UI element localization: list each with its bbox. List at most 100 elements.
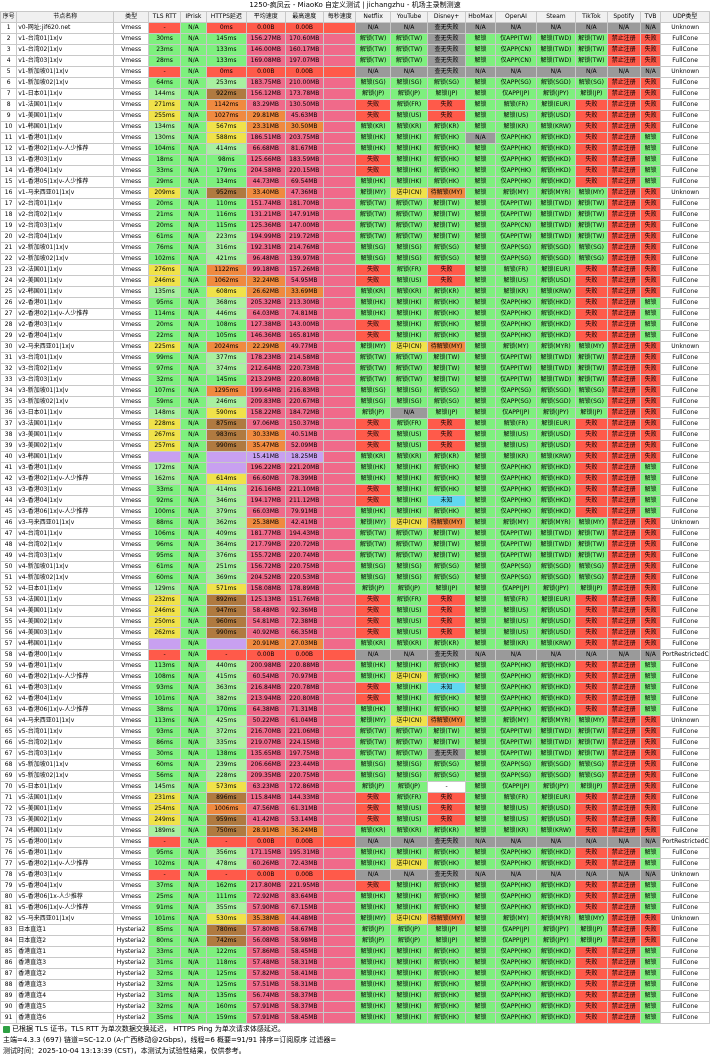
cell-index: 39 xyxy=(0,440,18,452)
cell-avg-speed: 158.22MB xyxy=(246,407,286,419)
cell-spotify: 禁止注册 xyxy=(606,539,641,551)
cell-steam: 解锁(TWD) xyxy=(535,220,577,232)
cell-tiktok: 解锁(SG) xyxy=(575,759,608,771)
cell-type: Vmess xyxy=(113,792,149,804)
cell-tiktok: 失败 xyxy=(575,484,608,496)
cell-tvb: 失败 xyxy=(639,638,662,650)
cell-avg-speed: 156.72MB xyxy=(246,561,286,573)
cell-avg-speed: 23.31MB xyxy=(246,121,286,133)
cell-node-name: v3-韩国01|1x|v xyxy=(16,451,115,463)
cell-iprisk: N/A xyxy=(180,396,207,408)
cell-index: 1 xyxy=(0,22,18,34)
cell-type: Vmess xyxy=(113,44,149,56)
cell-avg-speed: 131.21MB xyxy=(246,209,286,221)
cell-max-speed: 33.69MB xyxy=(284,286,325,298)
cell-tls-rtt: 144ms xyxy=(147,88,182,100)
cell-iprisk: N/A xyxy=(180,253,207,265)
cell-netflix: 失败 xyxy=(355,803,391,815)
cell-netflix: N/A xyxy=(355,66,391,78)
cell-iprisk: N/A xyxy=(180,88,207,100)
cell-udp-type: FullCone xyxy=(660,143,710,155)
cell-iprisk: N/A xyxy=(180,99,207,111)
cell-openai: 解锁(FR) xyxy=(495,264,537,276)
cell-avg-speed: 57.80MB xyxy=(246,924,286,936)
cell-tvb: 失败 xyxy=(639,748,662,760)
cell-youtube: 解锁(US) xyxy=(389,605,429,617)
cell-tls-rtt: 61ms xyxy=(147,231,182,243)
cell-tvb: 失败 xyxy=(639,286,662,298)
cell-max-speed: 58.41MB xyxy=(284,968,325,980)
cell-tls-rtt: - xyxy=(147,869,182,881)
cell-udp-type: FullCone xyxy=(660,1012,710,1024)
cell-tvb: 失败 xyxy=(639,99,662,111)
cell-index: 57 xyxy=(0,638,18,650)
cell-avg-speed: 35.47MB xyxy=(246,440,286,452)
cell-disney: 解锁(SG) xyxy=(427,561,466,573)
cell-tiktok: 解锁(MY) xyxy=(575,341,608,353)
cell-disney: 查无失败 xyxy=(427,22,466,34)
cell-youtube: 解锁(TW) xyxy=(389,44,429,56)
cell-spotify: 禁止注册 xyxy=(606,737,641,749)
cell-youtube: 解锁(TW) xyxy=(389,198,429,210)
cell-node-name: v3-台湾01|1x|v xyxy=(16,352,115,364)
cell-spotify: 禁止注册 xyxy=(606,847,641,859)
cell-tls-rtt: 38ms xyxy=(147,704,182,716)
cell-spotify: 禁止注册 xyxy=(606,407,641,419)
cell-disney: 解锁(HK) xyxy=(427,946,466,958)
table-row: 85 香港直连1 Hysteria2 33ms N/A 122ms 57.86MB 58.45… xyxy=(0,946,710,958)
cell-iprisk: N/A xyxy=(180,1001,207,1013)
cell-netflix: 失败 xyxy=(355,484,391,496)
cell-youtube: 解锁(US) xyxy=(389,110,429,122)
cell-disney: 解锁(SG) xyxy=(427,385,466,397)
cell-index: 80 xyxy=(0,891,18,903)
cell-type: Vmess xyxy=(113,121,149,133)
cell-iprisk: N/A xyxy=(180,924,207,936)
footer: 已根据 TLS 证书，TLS RTT 为单次数据交换延迟， HTTPS Ping… xyxy=(0,1024,710,1057)
cell-tiktok: 解锁(JP) xyxy=(575,781,608,793)
cell-udp-type: FullCone xyxy=(660,638,710,650)
cell-tls-rtt: 99ms xyxy=(147,352,182,364)
cell-type: Vmess xyxy=(113,55,149,67)
cell-node-name: v1-台湾02|1x|v xyxy=(16,44,115,56)
cell-netflix: 解锁(HK) xyxy=(355,473,391,485)
cell-spotify: 禁止注册 xyxy=(606,803,641,815)
cell-steam: 解锁(HKD) xyxy=(535,880,577,892)
cell-index: 22 xyxy=(0,253,18,265)
cell-tls-rtt: 37ms xyxy=(147,880,182,892)
cell-https-latency: 316ms xyxy=(205,242,248,254)
cell-per-second xyxy=(323,517,357,529)
cell-steam: 解锁(SGD) xyxy=(535,770,577,782)
cell-iprisk: N/A xyxy=(180,737,207,749)
cell-youtube: 解锁(HK) xyxy=(389,132,429,144)
cell-max-speed: 220.88MB xyxy=(284,660,325,672)
cell-disney: 解锁(HK) xyxy=(427,704,466,716)
cell-youtube: 解锁(HK) xyxy=(389,946,429,958)
cell-node-name: v1-台湾01|1x|v xyxy=(16,33,115,45)
cell-hbomax: 解锁 xyxy=(464,693,497,705)
cell-hbomax: 解锁 xyxy=(464,77,497,89)
cell-type: Vmess xyxy=(113,539,149,551)
cell-disney: 失败 xyxy=(427,627,466,639)
cell-spotify: 禁止注册 xyxy=(606,33,641,45)
cell-openai: 仅APP(TW) xyxy=(495,726,537,738)
cell-netflix: 解锁(HK) xyxy=(355,308,391,320)
cell-https-latency: 253ms xyxy=(205,77,248,89)
cell-iprisk: N/A xyxy=(180,913,207,925)
cell-udp-type: FullCone xyxy=(660,121,710,133)
cell-node-name: v4-美国01|1x|v xyxy=(16,605,115,617)
cell-udp-type: FullCone xyxy=(660,429,710,441)
cell-per-second xyxy=(323,209,357,221)
cell-disney: 解锁(HK) xyxy=(427,847,466,859)
cell-hbomax: N/A xyxy=(464,66,497,78)
header-spotify: Spotify xyxy=(606,11,641,23)
cell-tiktok: 解锁(SG) xyxy=(575,561,608,573)
cell-netflix: 解锁(HK) xyxy=(355,990,391,1002)
cell-tiktok: 失败 xyxy=(575,979,608,991)
cell-index: 87 xyxy=(0,968,18,980)
cell-tiktok: 失败 xyxy=(575,1012,608,1024)
cell-avg-speed: 125.66MB xyxy=(246,154,286,166)
cell-udp-type: FullCone xyxy=(660,616,710,628)
table-row: 13 v1-香港03|1x|v Vmess 18ms N/A 98ms 125.66MB 18… xyxy=(0,154,710,166)
cell-steam: 解锁(SGD) xyxy=(535,561,577,573)
cell-spotify: 禁止注册 xyxy=(606,352,641,364)
